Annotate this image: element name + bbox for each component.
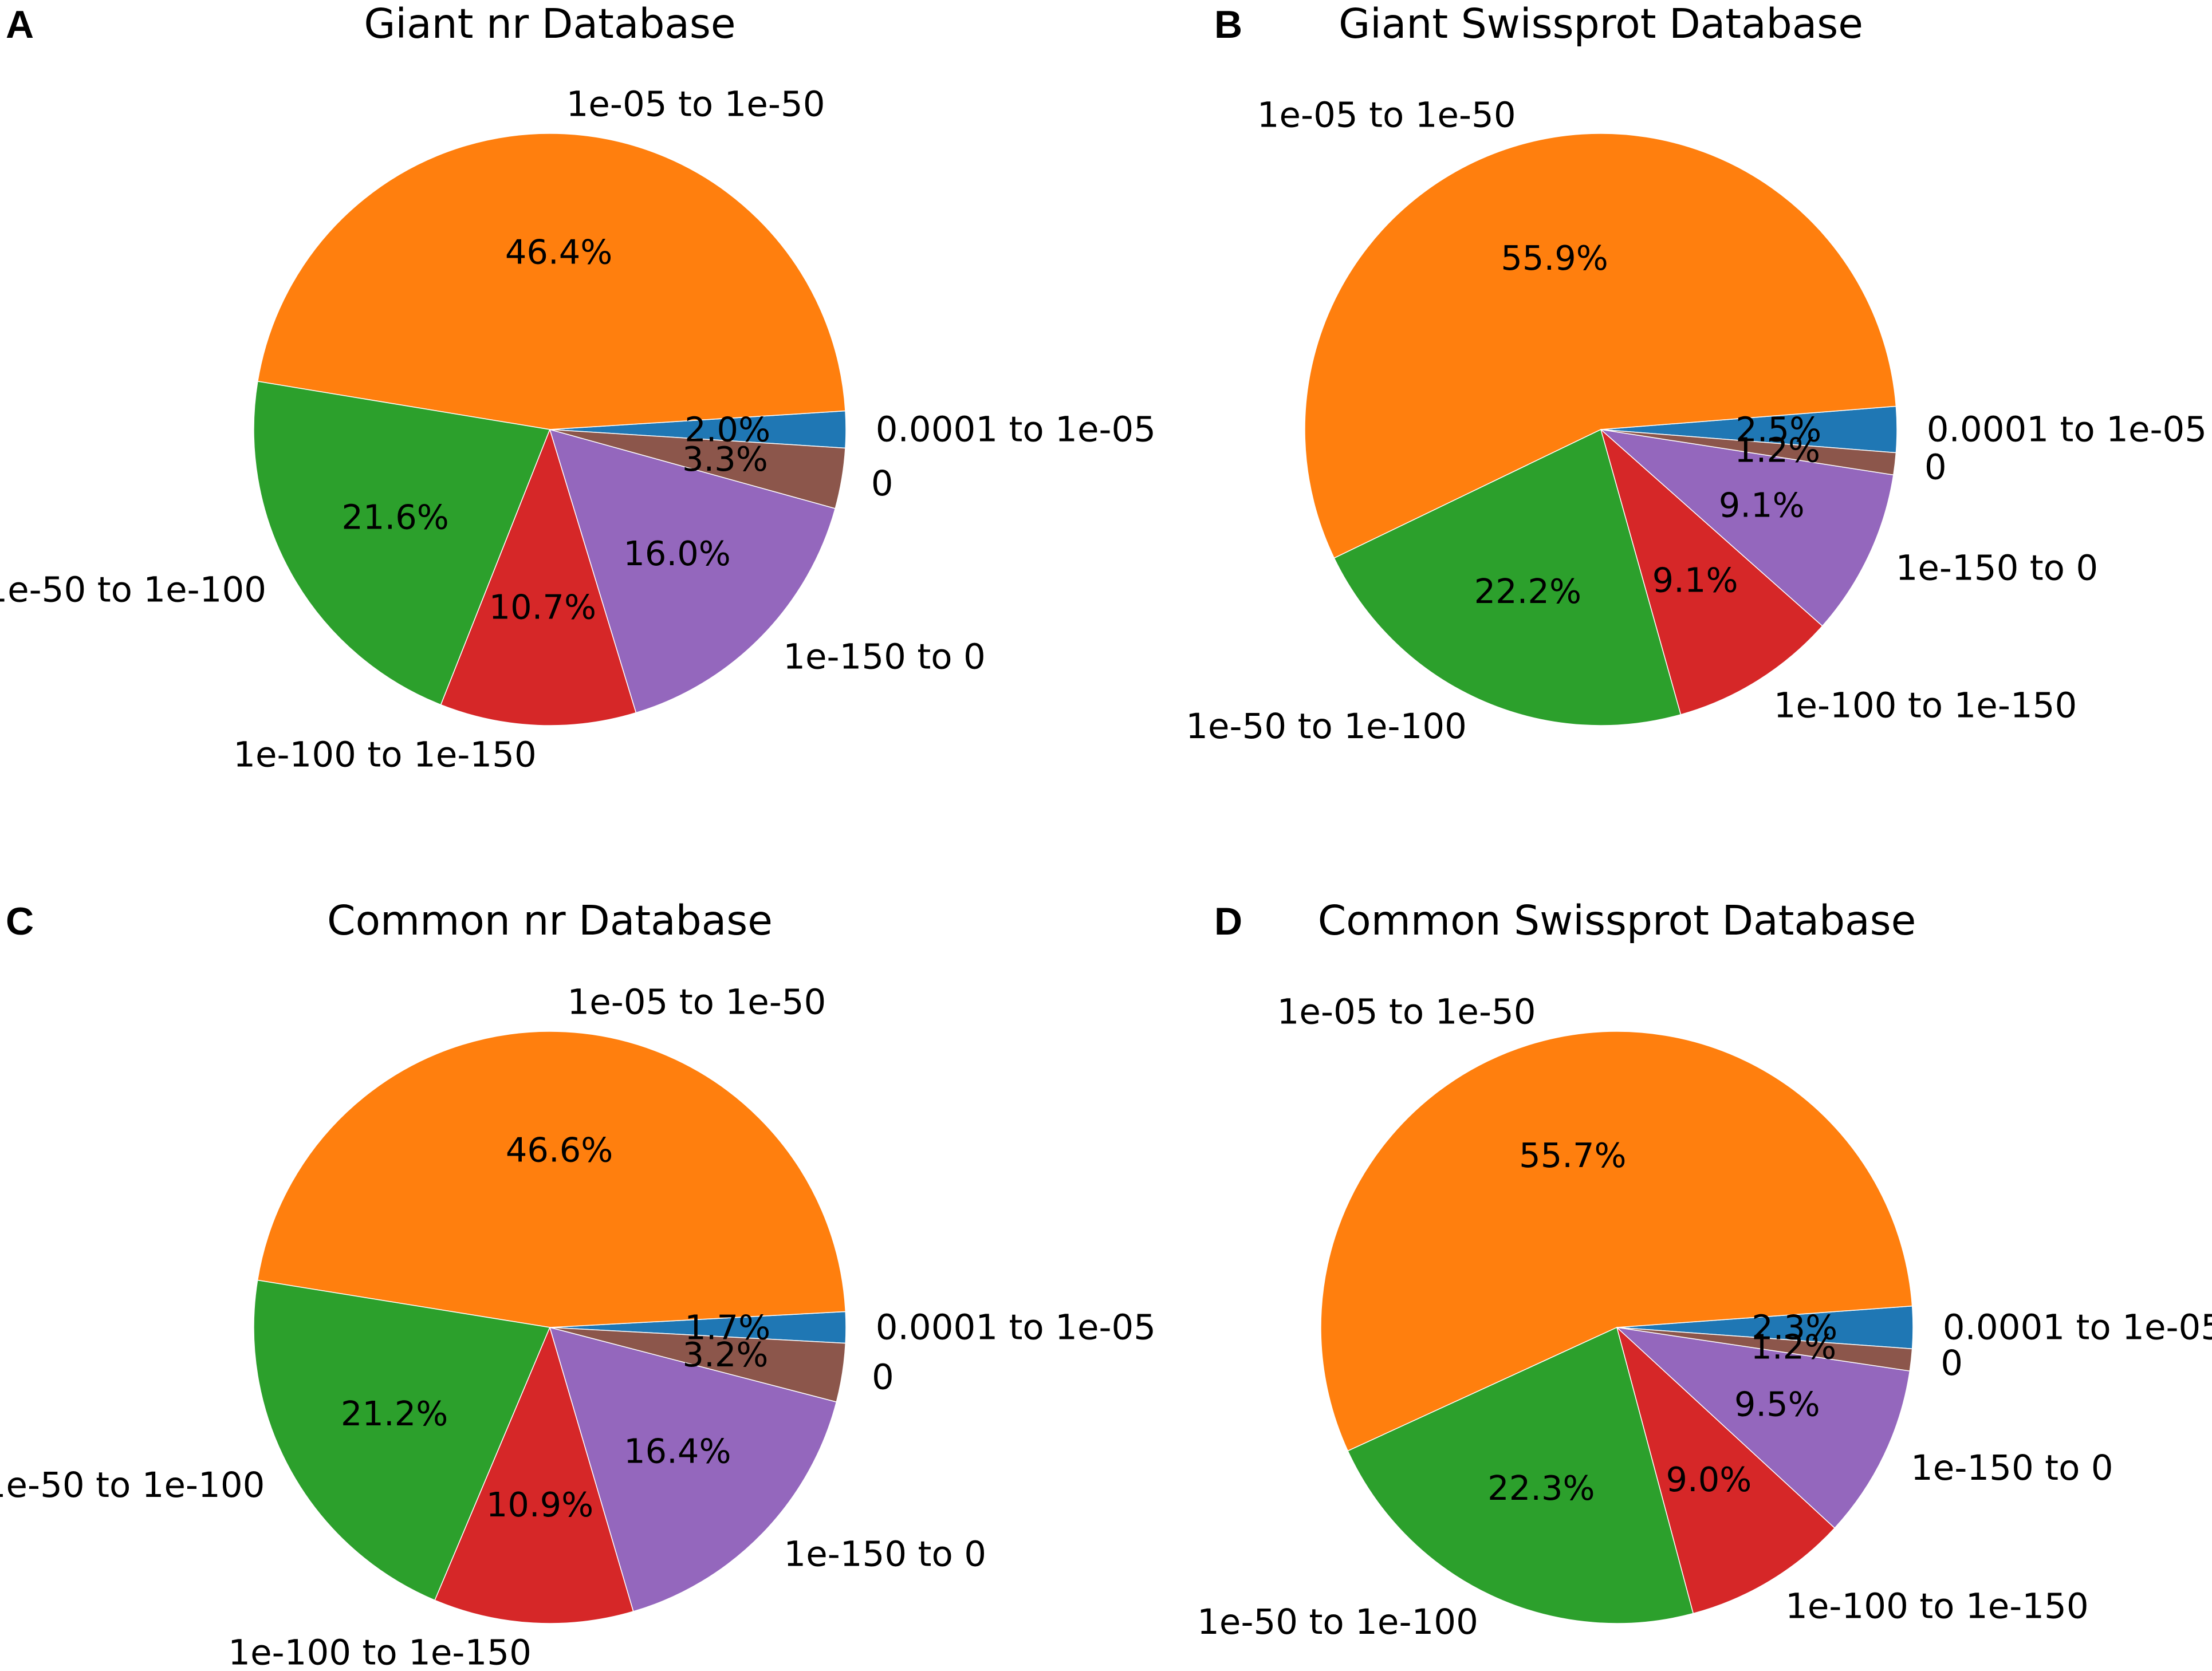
pct-label-d-1e50-to-1e100: 22.3% — [1487, 1468, 1595, 1508]
pct-label-b-1e05-to-1e50: 55.9% — [1501, 238, 1608, 278]
slice-label-d-1e05-to-1e50: 1e-05 to 1e-50 — [1277, 992, 1536, 1032]
pie-slice-c-1e50-to-1e100 — [253, 1279, 550, 1601]
pct-label-a-1e05-to-1e50: 46.4% — [505, 232, 612, 272]
panel-a: A Giant nr Database 0.0001 to 1e-05 2.0% 1… — [0, 0, 1156, 775]
pie-slice-d-1e100-to-1e150 — [1616, 1327, 1835, 1614]
pie-slice-b-1e150-to-0 — [1600, 429, 1894, 626]
pie-slice-d-zero — [1616, 1327, 1913, 1372]
slice-label-c-1e100-to-1e150: 1e-100 to 1e-150 — [228, 1632, 532, 1671]
pie-d: 0.0001 to 1e-05 2.3% 1e-05 to 1e-50 55.7% 1e… — [1197, 992, 2212, 1642]
pct-label-a-1e50-to-1e100: 21.6% — [341, 497, 448, 537]
pct-label-a-0001-to-1e05: 2.0% — [684, 410, 770, 450]
pct-label-b-zero: 1.2% — [1734, 431, 1820, 470]
pct-label-d-1e150-to-0: 9.5% — [1734, 1384, 1820, 1424]
pct-label-d-1e100-to-1e150: 9.0% — [1666, 1460, 1752, 1499]
pct-label-c-0001-to-1e05: 1.7% — [684, 1308, 770, 1347]
pct-label-d-0001-to-1e05: 2.3% — [1752, 1308, 1837, 1347]
pct-label-c-1e150-to-0: 16.4% — [624, 1431, 731, 1471]
panel-c: C Common nr Database 0.0001 to 1e-05 1.7%… — [0, 897, 1156, 1671]
pie-slice-d-1e50-to-1e100 — [1347, 1327, 1694, 1624]
chart-title-a: Giant nr Database — [364, 0, 735, 48]
pie-slice-a-1e50-to-1e100 — [253, 381, 550, 706]
chart-title-d: Common Swissprot Database — [1318, 897, 1916, 944]
pie-c: 0.0001 to 1e-05 1.7% 1e-05 to 1e-50 46.6% 1e… — [0, 982, 1156, 1671]
panel-letter-a: A — [6, 3, 34, 46]
pct-label-b-1e50-to-1e100: 22.2% — [1474, 572, 1581, 611]
pie-slice-d-1e150-to-0 — [1616, 1327, 1911, 1529]
pct-label-a-zero: 3.3% — [682, 439, 768, 479]
pie-slice-a-1e05-to-1e50 — [257, 133, 846, 430]
pie-slice-a-1e150-to-0 — [549, 429, 836, 714]
slice-label-c-1e50-to-1e100: 1e-50 to 1e-100 — [0, 1465, 265, 1506]
panel-letter-d: D — [1214, 900, 1242, 943]
pct-label-b-1e150-to-0: 9.1% — [1719, 486, 1805, 525]
slice-label-b-0001-to-1e05: 0.0001 to 1e-05 — [1927, 409, 2207, 450]
slice-label-a-1e150-to-0: 1e-150 to 0 — [783, 637, 986, 677]
pct-label-a-1e150-to-0: 16.0% — [623, 534, 730, 573]
slice-label-a-0001-to-1e05: 0.0001 to 1e-05 — [876, 409, 1156, 450]
slice-label-d-zero: 0 — [1941, 1343, 1963, 1384]
slice-label-b-1e05-to-1e50: 1e-05 to 1e-50 — [1257, 95, 1516, 136]
slice-label-b-zero: 0 — [1924, 447, 1947, 488]
pie-slice-a-1e100-to-1e150 — [440, 429, 637, 726]
slice-label-d-1e150-to-0: 1e-150 to 0 — [1911, 1448, 2113, 1488]
pie-slice-c-1e100-to-1e150 — [434, 1327, 634, 1624]
pie-b: 0.0001 to 1e-05 2.5% 1e-05 to 1e-50 55.9% 1e… — [1186, 95, 2207, 747]
panel-b: B Giant Swissprot Database 0.0001 to 1e-… — [1186, 0, 2207, 747]
pct-label-d-1e05-to-1e50: 55.7% — [1519, 1136, 1626, 1175]
panel-letter-c: C — [6, 900, 34, 943]
pct-label-c-1e05-to-1e50: 46.6% — [506, 1130, 613, 1170]
pct-label-b-0001-to-1e05: 2.5% — [1735, 410, 1821, 450]
slice-label-d-0001-to-1e05: 0.0001 to 1e-05 — [1943, 1307, 2212, 1348]
pie-slice-b-1e50-to-1e100 — [1333, 429, 1682, 726]
slice-label-a-1e50-to-1e100: 1e-50 to 1e-100 — [0, 570, 266, 610]
pie-slice-a-zero — [549, 429, 846, 509]
pct-label-a-1e100-to-1e150: 10.7% — [489, 587, 596, 626]
slice-label-c-1e150-to-0: 1e-150 to 0 — [784, 1534, 986, 1574]
slice-label-b-1e150-to-0: 1e-150 to 0 — [1896, 548, 2099, 589]
slice-label-c-0001-to-1e05: 0.0001 to 1e-05 — [876, 1307, 1156, 1348]
panel-letter-b: B — [1214, 3, 1242, 46]
pie-a: 0.0001 to 1e-05 2.0% 1e-05 to 1e-50 46.4% 1e… — [0, 84, 1156, 775]
pie-slice-b-1e05-to-1e50 — [1304, 133, 1897, 559]
pie-slice-c-1e150-to-0 — [549, 1327, 837, 1612]
slice-label-d-1e100-to-1e150: 1e-100 to 1e-150 — [1785, 1586, 2089, 1626]
slice-label-d-1e50-to-1e100: 1e-50 to 1e-100 — [1197, 1602, 1478, 1642]
slice-label-a-zero: 0 — [871, 463, 894, 504]
panel-d: D Common Swissprot Database 0.0001 to 1e… — [1197, 897, 2212, 1642]
pie-slice-c-zero — [549, 1327, 847, 1402]
pie-slice-b-1e100-to-1e150 — [1600, 429, 1823, 715]
pct-label-c-1e100-to-1e150: 10.9% — [486, 1485, 593, 1524]
pct-label-c-1e50-to-1e100: 21.2% — [341, 1394, 448, 1433]
slice-label-a-1e100-to-1e150: 1e-100 to 1e-150 — [233, 735, 537, 775]
pie-slice-d-1e05-to-1e50 — [1320, 1031, 1913, 1452]
pct-label-b-1e100-to-1e150: 9.1% — [1652, 560, 1738, 600]
pie-slice-b-zero — [1600, 429, 1897, 476]
pie-slice-c-1e05-to-1e50 — [257, 1031, 847, 1328]
slice-label-c-zero: 0 — [872, 1357, 894, 1398]
pct-label-c-zero: 3.2% — [683, 1335, 769, 1374]
pct-label-d-zero: 1.2% — [1750, 1327, 1836, 1367]
slice-label-c-1e05-to-1e50: 1e-05 to 1e-50 — [567, 982, 826, 1023]
slice-label-b-1e100-to-1e150: 1e-100 to 1e-150 — [1774, 685, 2077, 726]
chart-title-c: Common nr Database — [327, 897, 773, 944]
slice-label-b-1e50-to-1e100: 1e-50 to 1e-100 — [1186, 706, 1467, 747]
chart-title-b: Giant Swissprot Database — [1339, 0, 1863, 48]
slice-label-a-1e05-to-1e50: 1e-05 to 1e-50 — [566, 84, 825, 125]
